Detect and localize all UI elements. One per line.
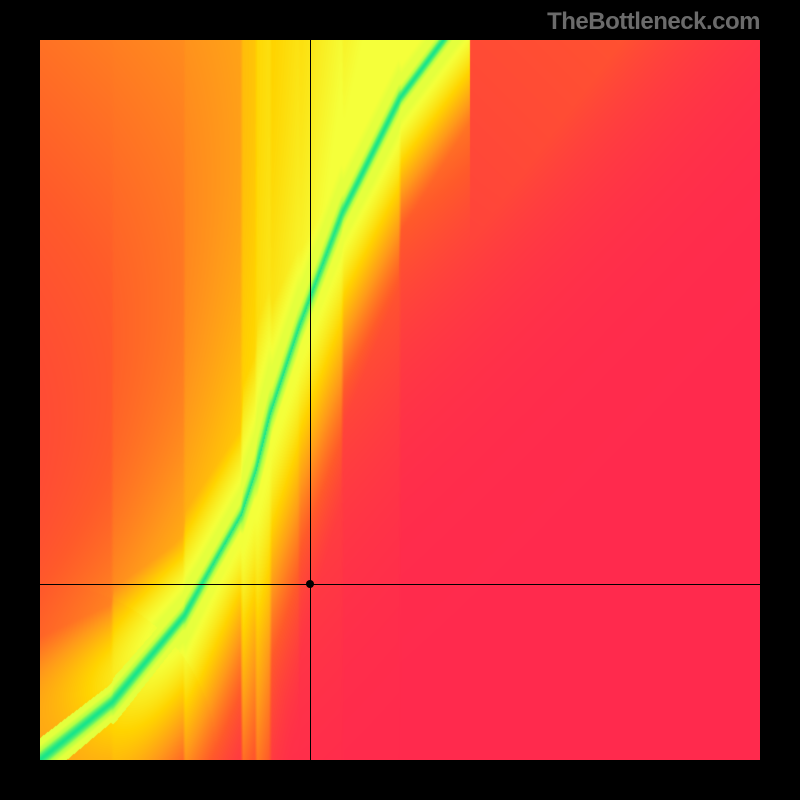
- crosshair-horizontal: [40, 584, 760, 585]
- plot-area: [40, 40, 760, 760]
- watermark-text: TheBottleneck.com: [547, 8, 760, 36]
- crosshair-marker: [306, 580, 314, 588]
- heatmap-canvas: [40, 40, 760, 760]
- chart-container: TheBottleneck.com: [0, 0, 800, 800]
- crosshair-vertical: [310, 40, 311, 760]
